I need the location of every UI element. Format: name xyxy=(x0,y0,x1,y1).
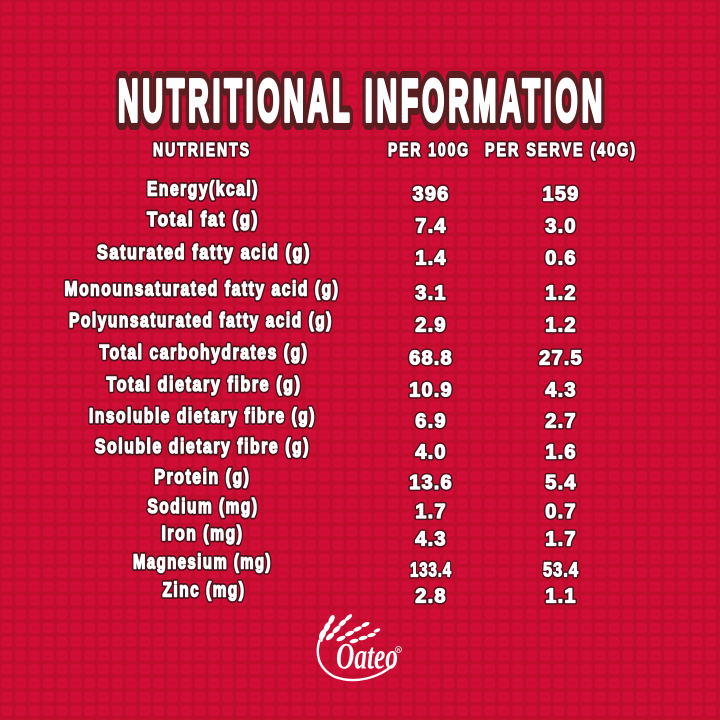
svg-text:R: R xyxy=(397,648,401,653)
svg-text:Oateo: Oateo xyxy=(336,637,398,678)
